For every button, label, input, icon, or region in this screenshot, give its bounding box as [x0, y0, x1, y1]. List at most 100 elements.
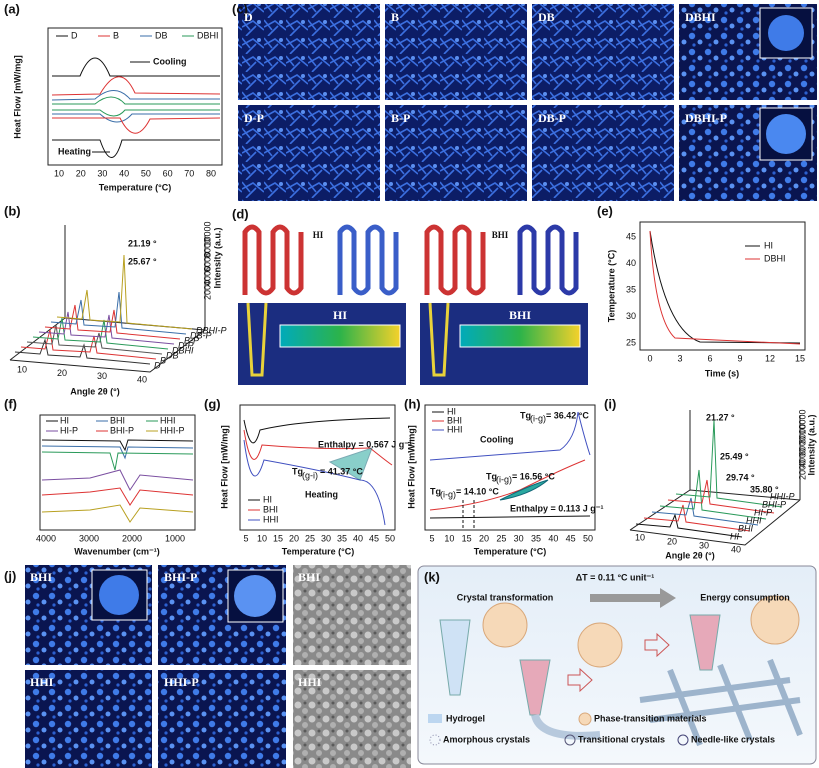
annotation: Crystal transformation — [457, 592, 554, 602]
x-tick-label: 50 — [583, 533, 593, 543]
z-tick-label: 4000 — [202, 266, 212, 286]
fiber-mesh — [639, 658, 803, 747]
curve — [52, 109, 220, 117]
legend-label: BHI — [110, 415, 125, 425]
series-label: B-P — [184, 335, 199, 345]
curve — [52, 96, 220, 105]
x-tick-label: 70 — [184, 168, 194, 178]
x-tick-label: 25 — [305, 533, 315, 543]
legend-icon — [428, 714, 442, 723]
axes-frame — [39, 414, 196, 531]
y-tick-label: 40 — [626, 258, 636, 268]
x-tick-label: 35 — [337, 533, 347, 543]
z-tick-label: 10000 — [202, 221, 212, 246]
legend-icon — [429, 734, 441, 746]
x-tick-label: 25 — [496, 533, 506, 543]
x-tick-label: 20 — [479, 533, 489, 543]
annotation: = 16.56 °C — [512, 471, 555, 481]
text: 25.67 ° — [128, 256, 157, 266]
legend-label: Amorphous crystals — [443, 734, 530, 744]
x-tick-label: 30 — [699, 540, 709, 550]
x-tick-label: 3000 — [79, 533, 99, 543]
legend-label: Hydrogel — [446, 713, 485, 723]
curve — [51, 90, 220, 101]
x-tick-label: 6 — [707, 353, 712, 363]
x-tick-label: 4000 — [36, 533, 56, 543]
axis-label: Temperature (°C) — [606, 250, 616, 322]
legend-label: DBHI — [764, 253, 786, 263]
axes-frame — [424, 404, 596, 531]
annotation: Enthalpy = 0.567 J g⁻¹ — [318, 439, 412, 449]
x-tick-label: 9 — [737, 353, 742, 363]
tube — [439, 619, 471, 696]
image-label: HI — [333, 308, 347, 322]
x-tick-label: 45 — [369, 533, 379, 543]
arrow — [590, 588, 676, 608]
axis-label: Angle 2θ (°) — [70, 386, 119, 396]
curve — [52, 139, 220, 158]
panel-label: (d) — [232, 206, 249, 221]
annotation: Cooling — [480, 434, 514, 444]
z-tick-label: 4000 — [797, 448, 807, 468]
axis-label: Wavenumber (cm⁻¹) — [74, 546, 159, 556]
image-label: D — [244, 10, 253, 24]
legend-label: HHI — [447, 424, 463, 434]
legend-label: D — [71, 30, 78, 40]
particle — [577, 622, 623, 668]
annotation: (i-g) — [496, 474, 512, 484]
image-label: HHI-P — [164, 675, 199, 689]
curve — [429, 515, 591, 519]
axis-label: Heat Flow [mW/mg] — [12, 55, 22, 139]
particle — [482, 602, 528, 648]
z-tick-label: 6000 — [202, 252, 212, 272]
axis-label: Heat Flow [mW/mg] — [219, 425, 229, 509]
x-tick-label: 12 — [765, 353, 775, 363]
z-tick-label: 8000 — [202, 238, 212, 258]
series-label: D — [154, 360, 161, 370]
annotation: Tg — [292, 466, 303, 476]
axis-label: Temperature (°C) — [282, 546, 354, 556]
x-tick-label: 10 — [257, 533, 267, 543]
x-tick-label: 20 — [57, 368, 67, 378]
legend-label: BHI-P — [110, 425, 134, 435]
series-label: BHI-P — [762, 499, 786, 509]
series-label: B — [160, 355, 166, 365]
legend-label: DB — [155, 30, 168, 40]
series-label: HHI-P — [770, 491, 795, 501]
particle — [750, 595, 800, 645]
series-label: D-P — [178, 340, 194, 350]
z-tick-label: 2000 — [797, 460, 807, 480]
fiber — [531, 713, 601, 740]
axis-label: Temperature (°C) — [474, 546, 546, 556]
panel-label: (i) — [604, 396, 616, 411]
x-tick-label: 15 — [795, 353, 805, 363]
curve — [649, 230, 801, 344]
x-tick-label: 50 — [141, 168, 151, 178]
text: Cooling — [153, 56, 187, 66]
legend-label: Phase-transition materials — [594, 713, 707, 723]
image-label: B-P — [391, 111, 410, 125]
curve — [51, 76, 221, 96]
legend-icon — [677, 734, 689, 746]
x-tick-label: 2000 — [122, 533, 142, 543]
legend-label: Needle-like crystals — [691, 734, 775, 744]
image-label: DB-P — [538, 111, 566, 125]
series-label: HI — [730, 531, 739, 541]
axis-label: Angle 2θ (°) — [665, 550, 714, 560]
x-tick-label: 50 — [385, 533, 395, 543]
z-tick-label: 6000 — [797, 436, 807, 456]
annotation: Energy consumption — [700, 592, 790, 602]
thermal-sample — [279, 324, 401, 348]
image-label: BHI — [509, 308, 531, 322]
series-label: HHI — [746, 515, 762, 525]
series-label: HI-P — [754, 507, 772, 517]
x-tick-label: 20 — [289, 533, 299, 543]
legend-label: HI — [263, 494, 272, 504]
curve — [52, 57, 220, 77]
x-tick-label: 10 — [17, 364, 27, 374]
tube — [689, 614, 721, 671]
series-label: DB — [166, 350, 179, 360]
annotation: (i-g) — [440, 489, 456, 499]
legend-label: HI — [60, 415, 69, 425]
